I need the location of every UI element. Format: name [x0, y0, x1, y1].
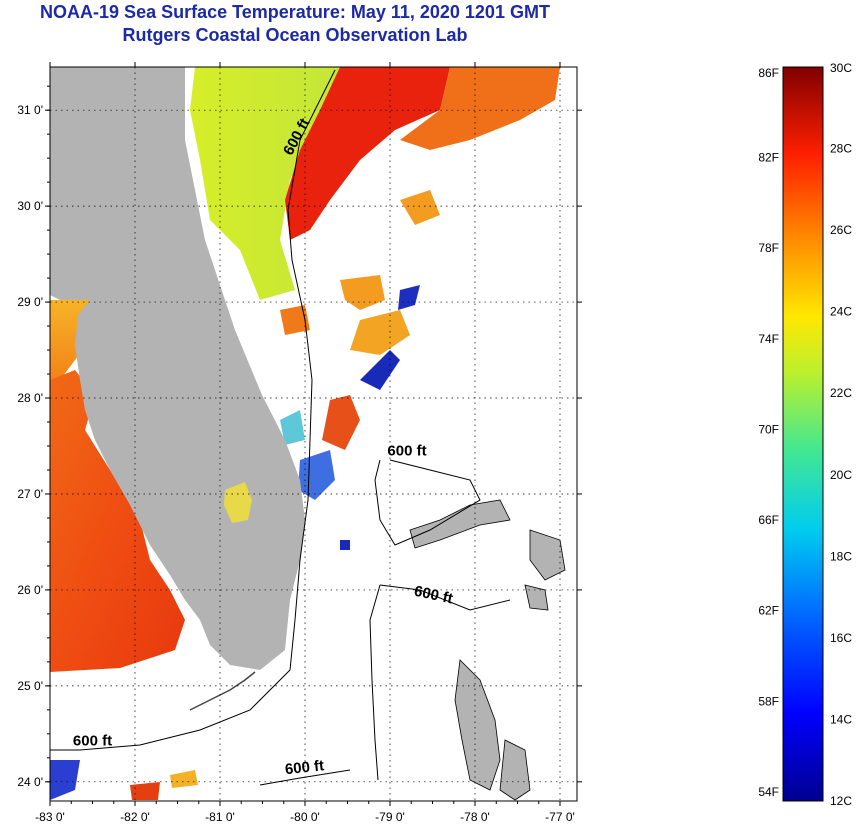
colorbar-c-label: 26C — [830, 223, 852, 237]
lon-tick-label: -79 0' — [375, 810, 405, 824]
lat-tick-label: 25 0' — [17, 679, 43, 693]
colorbar-c-label: 30C — [830, 61, 852, 75]
colorbar-c-label: 28C — [830, 142, 852, 156]
colorbar-f-label: 54F — [758, 785, 779, 799]
lat-tick-label: 26 0' — [17, 583, 43, 597]
map-frame — [49, 66, 578, 802]
colorbar-c-label: 20C — [830, 468, 852, 482]
lon-tick-label: -78 0' — [460, 810, 490, 824]
florida-keys — [189, 671, 256, 711]
lat-tick-label: 30 0' — [17, 199, 43, 213]
colorbar-f-label: 58F — [758, 694, 779, 708]
colorbar-c-label: 22C — [830, 386, 852, 400]
lon-tick-label: -80 0' — [290, 810, 320, 824]
lake-okeechobee — [224, 482, 252, 523]
lat-tick-label: 31 0' — [17, 103, 43, 117]
colorbar-f-label: 62F — [758, 604, 779, 618]
colorbar-f-label: 82F — [758, 151, 779, 165]
map-subtitle: Rutgers Coastal Ocean Observation Lab — [122, 25, 468, 45]
contour-label-600ft: 600 ft — [284, 757, 325, 778]
colorbar-f-label: 78F — [758, 241, 779, 255]
lat-tick-label: 28 0' — [17, 391, 43, 405]
map-title: NOAA-19 Sea Surface Temperature: May 11,… — [40, 2, 550, 22]
colorbar-c-label: 12C — [830, 794, 852, 808]
colorbar-c-label: 24C — [830, 305, 852, 319]
lon-tick-label: -81 0' — [205, 810, 235, 824]
contour-label-600ft: 600 ft — [387, 443, 426, 460]
colorbar-f-label: 70F — [758, 422, 779, 436]
lat-tick-label: 29 0' — [17, 295, 43, 309]
lon-tick-label: -82 0' — [120, 810, 150, 824]
colorbar-f-label: 74F — [758, 332, 779, 346]
contour-label-600ft: 600 ft — [73, 732, 112, 749]
lon-tick-label: -77 0' — [545, 810, 575, 824]
colorbar-c-label: 18C — [830, 549, 852, 563]
colorbar-f-label: 86F — [758, 66, 779, 80]
colorbar-gradient — [782, 66, 824, 802]
lat-tick-label: 24 0' — [17, 775, 43, 789]
bahamas-land — [409, 499, 566, 801]
colorbar-c-label: 14C — [830, 712, 852, 726]
lon-tick-label: -83 0' — [35, 810, 65, 824]
600ft-depth-contours — [50, 69, 511, 786]
lat-tick-label: 27 0' — [17, 487, 43, 501]
colorbar-celsius-labels: 30C 28C 26C 24C 22C 20C 18C 16C 14C 12C — [830, 61, 852, 808]
axis-labels: -83 0' -82 0' -81 0' -80 0' -79 0' -78 0' -77 … — [17, 103, 574, 824]
colorbar-f-label: 66F — [758, 513, 779, 527]
colorbar-c-label: 16C — [830, 631, 852, 645]
atlantic-shelf-water — [190, 67, 340, 300]
colorbar-fahrenheit-labels: 86F 82F 78F 74F 70F 66F 62F 58F 54F — [758, 66, 779, 799]
axis-ticks — [45, 62, 582, 806]
lat-lon-grid — [50, 67, 577, 801]
